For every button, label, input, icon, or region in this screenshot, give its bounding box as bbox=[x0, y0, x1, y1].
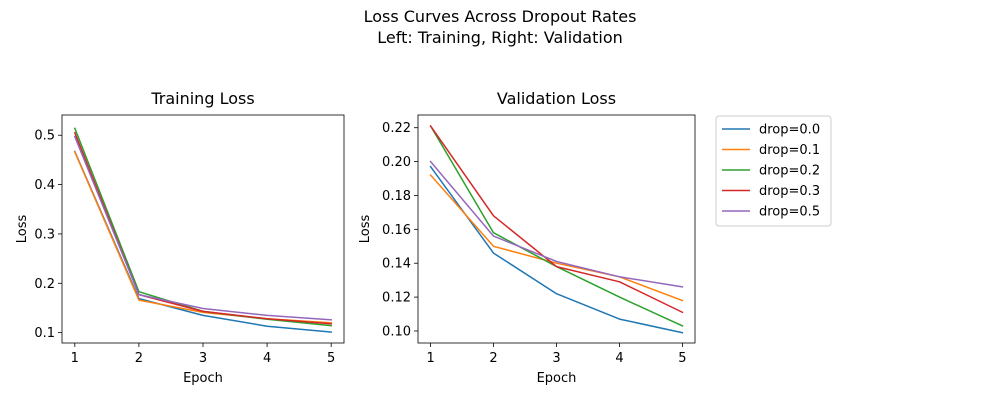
x-tick-label: 3 bbox=[199, 351, 207, 366]
y-tick-label: 0.16 bbox=[382, 223, 411, 238]
chart-panels: 1 2 3 4 5 0.1 0.2 0.3 0.4 0.5 Training Loss Epoch Lo… bbox=[15, 89, 832, 386]
y-tick-label: 0.1 bbox=[34, 326, 55, 341]
y-tick-label: 0.10 bbox=[382, 324, 411, 339]
y-tick-label: 0.3 bbox=[34, 227, 55, 242]
axes-title: Validation Loss bbox=[497, 89, 616, 108]
x-axis-label: Epoch bbox=[183, 371, 223, 386]
x-tick-label: 5 bbox=[678, 351, 686, 366]
y-tick-label: 0.5 bbox=[34, 129, 55, 144]
y-tick-label: 0.2 bbox=[34, 277, 55, 292]
chart-panel-2: 1 2 3 4 5 0.10 0.12 0.14 0.16 0.18 0.20 0.22 Validat… bbox=[358, 89, 832, 386]
y-tick-label: 0.20 bbox=[382, 155, 411, 170]
legend-label: drop=0.1 bbox=[759, 143, 820, 158]
legend-frame bbox=[715, 115, 832, 227]
x-tick-label: 4 bbox=[615, 351, 623, 366]
y-tick-label: 0.4 bbox=[34, 178, 55, 193]
series-line-drop=0.5 bbox=[429, 160, 684, 288]
legend: drop=0.0 drop=0.1 drop=0.2 drop=0.3 drop=0.5 bbox=[715, 115, 832, 227]
x-tick-label: 5 bbox=[327, 351, 335, 366]
chart-panel-1: 1 2 3 4 5 0.1 0.2 0.3 0.4 0.5 Training Loss Epoch Lo… bbox=[15, 89, 345, 386]
y-axis-label: Loss bbox=[15, 215, 30, 244]
figure-title-line-1: Loss Curves Across Dropout Rates bbox=[364, 7, 637, 26]
legend-label: drop=0.3 bbox=[759, 184, 820, 199]
series-line-drop=0.1 bbox=[429, 174, 684, 302]
series-line-drop=0.3 bbox=[429, 124, 684, 314]
x-tick-label: 3 bbox=[552, 351, 560, 366]
legend-label: drop=0.5 bbox=[759, 205, 820, 220]
y-tick-label: 0.22 bbox=[382, 121, 411, 136]
series-line-drop=0.3 bbox=[73, 131, 333, 325]
series-line-drop=0.5 bbox=[73, 135, 332, 321]
series-line-drop=0.1 bbox=[73, 151, 332, 324]
figure-title-line-2: Left: Training, Right: Validation bbox=[377, 28, 623, 47]
y-tick-label: 0.18 bbox=[382, 189, 411, 204]
series-line-drop=0.2 bbox=[73, 127, 333, 327]
legend-label: drop=0.0 bbox=[759, 123, 820, 138]
axes-title: Training Loss bbox=[150, 89, 254, 108]
axes-frame bbox=[417, 114, 696, 344]
x-axis-label: Epoch bbox=[537, 371, 577, 386]
series-line-drop=0.0 bbox=[429, 165, 684, 334]
x-tick-label: 1 bbox=[426, 351, 434, 366]
y-axis-label: Loss bbox=[358, 215, 373, 244]
y-tick-label: 0.12 bbox=[382, 291, 411, 306]
legend-label: drop=0.2 bbox=[759, 164, 820, 179]
series-line-drop=0.2 bbox=[429, 124, 684, 327]
x-tick-label: 1 bbox=[71, 351, 79, 366]
x-tick-label: 4 bbox=[263, 351, 271, 366]
x-tick-label: 2 bbox=[135, 351, 143, 366]
x-tick-label: 2 bbox=[489, 351, 497, 366]
y-tick-label: 0.14 bbox=[382, 257, 411, 272]
